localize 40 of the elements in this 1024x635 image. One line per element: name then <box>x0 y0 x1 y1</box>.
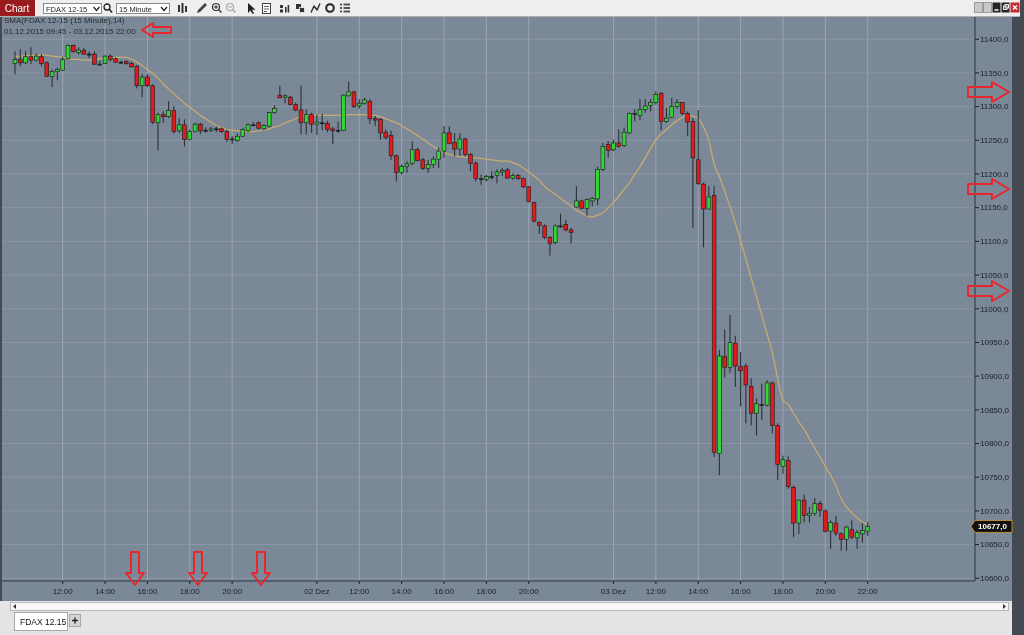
y-tick-label: 10750,0 <box>980 473 1010 483</box>
x-tick-label: 12:00 <box>349 587 370 596</box>
x-tick-label: 12:00 <box>645 587 667 596</box>
y-tick-label: 10800,0 <box>980 439 1010 449</box>
text: FDAX 12.15 <box>20 617 67 627</box>
y-tick-label: 10600,0 <box>980 574 1010 584</box>
x-tick-label: 18:00 <box>772 587 794 596</box>
y-tick-label: 11000,0 <box>980 304 1009 314</box>
chart-title: SMA(FDAX 12-15 (15 Minute),14) <box>4 16 125 25</box>
y-tick-label: 10700,0 <box>980 506 1010 516</box>
x-tick-label: 18:00 <box>476 587 497 596</box>
x-tick-label: 20:00 <box>518 587 540 596</box>
y-tick-label: 10850,0 <box>980 405 1010 415</box>
x-tick-label: 20:00 <box>222 587 243 596</box>
text: 01.12.2015 09:45 - 03.12.2015 22:00 <box>4 27 137 36</box>
y-tick-label: 10950,0 <box>980 338 1010 348</box>
x-tick-label: 02 Dez <box>304 587 330 596</box>
y-tick-label: 11100,0 <box>980 237 1009 247</box>
x-tick-label: 14:00 <box>95 587 116 596</box>
y-tick-label: 11050,0 <box>980 270 1009 280</box>
y-tick-label: 11400,0 <box>980 35 1009 45</box>
x-tick-label: 16:00 <box>433 587 455 596</box>
x-tick-label: 12:00 <box>52 587 74 596</box>
x-tick-label: 16:00 <box>137 587 158 596</box>
y-tick-label: 11350,0 <box>980 68 1009 78</box>
x-tick-label: 14:00 <box>688 587 709 596</box>
x-tick-label: 14:00 <box>391 587 413 596</box>
y-tick-label: 10650,0 <box>980 540 1010 550</box>
text: 10677,0 <box>978 522 1008 532</box>
y-tick-label: 10900,0 <box>980 371 1010 381</box>
x-tick-label: 03 Dez <box>600 587 627 596</box>
x-tick-label: 20:00 <box>815 587 836 596</box>
y-tick-label: 11250,0 <box>980 136 1009 146</box>
x-tick-label: 22:00 <box>857 587 879 596</box>
y-tick-label: 11200,0 <box>980 169 1009 179</box>
x-tick-label: 18:00 <box>179 587 201 596</box>
text: Chart <box>4 3 30 14</box>
x-tick-label: 16:00 <box>730 587 752 596</box>
y-tick-label: 11300,0 <box>980 102 1009 112</box>
y-tick-label: 11150,0 <box>980 203 1009 213</box>
